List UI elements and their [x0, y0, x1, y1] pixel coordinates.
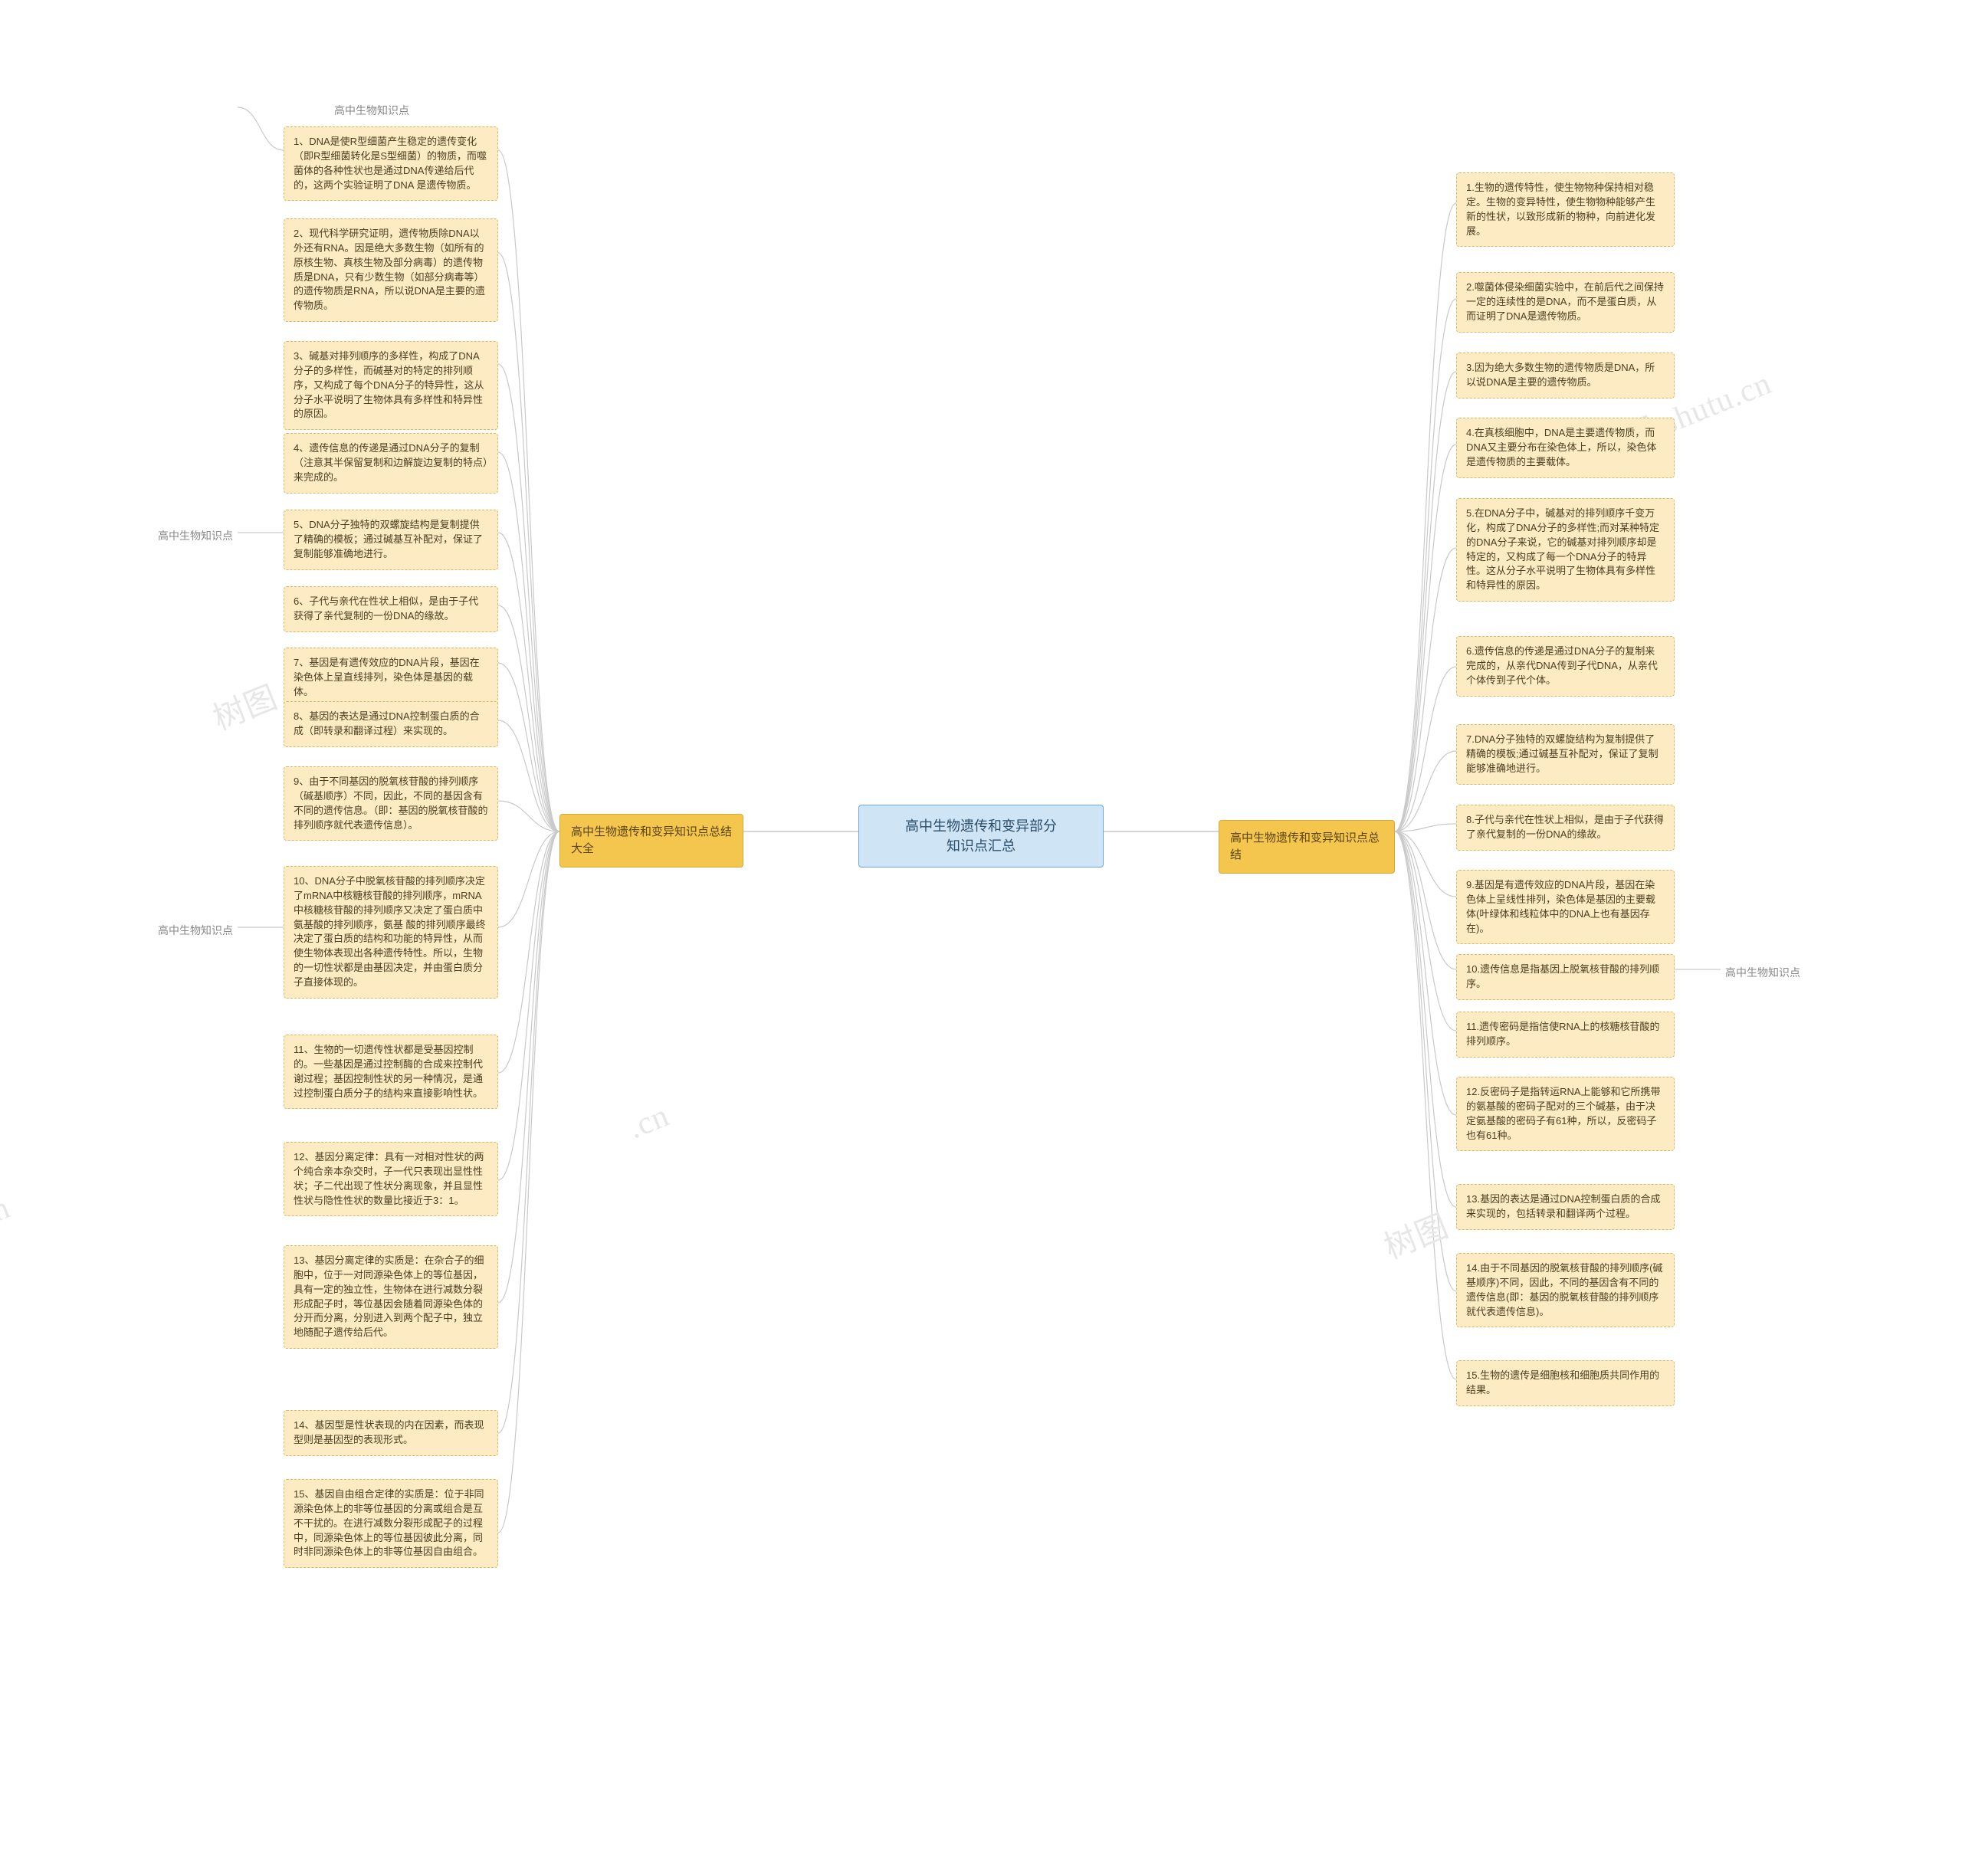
left-item[interactable]: 13、基因分离定律的实质是：在杂合子的细胞中，位于一对同源染色体上的等位基因，具… [284, 1245, 498, 1349]
left-item[interactable]: 11、生物的一切遗传性状都是受基因控制的。一些基因是通过控制酶的合成来控制代谢过… [284, 1035, 498, 1109]
left-item[interactable]: 3、碱基对排列顺序的多样性，构成了DNA分子的多样性，而碱基对的特定的排列顺序，… [284, 341, 498, 430]
right-item[interactable]: 7.DNA分子独特的双螺旋结构为复制提供了精确的模板;通过碱基互补配对，保证了复… [1456, 724, 1675, 785]
left-item[interactable]: 10、DNA分子中脱氧核苷酸的排列顺序决定了mRNA中核糖核苷酸的排列顺序，mR… [284, 866, 498, 999]
right-item[interactable]: 10.遗传信息是指基因上脱氧核苷酸的排列顺序。 [1456, 954, 1675, 1000]
left-tag-3: 高中生物知识点 [153, 920, 238, 941]
left-item[interactable]: 5、DNA分子独特的双螺旋结构是复制提供了精确的模板；通过碱基互补配对，保证了复… [284, 510, 498, 570]
center-title-line2: 知识点汇总 [873, 836, 1089, 856]
right-item[interactable]: 4.在真核细胞中，DNA是主要遗传物质，而DNA又主要分布在染色体上，所以，染色… [1456, 418, 1675, 478]
right-section[interactable]: 高中生物遗传和变异知识点总结 [1219, 820, 1395, 874]
watermark: .cn [0, 1189, 15, 1238]
left-item[interactable]: 14、基因型是性状表现的内在因素，而表现型则是基因型的表现形式。 [284, 1410, 498, 1456]
right-item[interactable]: 11.遗传密码是指信使RNA上的核糖核苷酸的排列顺序。 [1456, 1012, 1675, 1058]
left-item[interactable]: 12、基因分离定律：具有一对相对性状的两个纯合亲本杂交时，子一代只表现出显性性状… [284, 1142, 498, 1216]
right-tag: 高中生物知识点 [1721, 962, 1805, 983]
mindmap-canvas: 树图 shutu.cn .cn .cn 树图 shutu.cn 树图 shutu… [0, 0, 1962, 1876]
center-title-line1: 高中生物遗传和变异部分 [873, 816, 1089, 836]
right-item[interactable]: 5.在DNA分子中，碱基对的排列顺序千变万化，构成了DNA分子的多样性;而对某种… [1456, 498, 1675, 602]
right-item[interactable]: 9.基因是有遗传效应的DNA片段，基因在染色体上呈线性排列，染色体是基因的主要载… [1456, 870, 1675, 944]
left-item[interactable]: 2、现代科学研究证明，遗传物质除DNA以外还有RNA。因是绝大多数生物（如所有的… [284, 218, 498, 322]
left-item[interactable]: 1、DNA是使R型细菌产生稳定的遗传变化（即R型细菌转化是S型细菌）的物质，而噬… [284, 126, 498, 201]
right-item[interactable]: 12.反密码子是指转运RNA上能够和它所携带的氨基酸的密码子配对的三个碱基，由于… [1456, 1077, 1675, 1151]
right-item[interactable]: 6.遗传信息的传递是通过DNA分子的复制来完成的，从亲代DNA传到子代DNA，从… [1456, 636, 1675, 697]
right-item[interactable]: 1.生物的遗传特性，使生物物种保持相对稳定。生物的变异特性，使生物物种能够产生新… [1456, 172, 1675, 247]
left-item[interactable]: 8、基因的表达是通过DNA控制蛋白质的合成（即转录和翻译过程）来实现的。 [284, 701, 498, 747]
left-item[interactable]: 9、由于不同基因的脱氧核苷酸的排列顺序（碱基顺序）不同，因此，不同的基因含有不同… [284, 766, 498, 841]
right-item[interactable]: 3.因为绝大多数生物的遗传物质是DNA，所以说DNA是主要的遗传物质。 [1456, 353, 1675, 398]
left-item[interactable]: 7、基因是有遗传效应的DNA片段，基因在染色体上呈直线排列，染色体是基因的载体。 [284, 648, 498, 708]
left-tag-1: 高中生物知识点 [330, 100, 414, 121]
left-item[interactable]: 6、子代与亲代在性状上相似，是由于子代获得了亲代复制的一份DNA的缘故。 [284, 586, 498, 632]
center-node[interactable]: 高中生物遗传和变异部分 知识点汇总 [858, 805, 1104, 867]
watermark: .cn [623, 1097, 674, 1146]
left-tag-2: 高中生物知识点 [153, 525, 238, 546]
right-item[interactable]: 8.子代与亲代在性状上相似，是由于子代获得了亲代复制的一份DNA的缘故。 [1456, 805, 1675, 851]
right-item[interactable]: 2.噬菌体侵染细菌实验中，在前后代之间保持一定的连续性的是DNA，而不是蛋白质，… [1456, 272, 1675, 333]
right-item[interactable]: 15.生物的遗传是细胞核和细胞质共同作用的结果。 [1456, 1360, 1675, 1406]
right-item[interactable]: 13.基因的表达是通过DNA控制蛋白质的合成来实现的，包括转录和翻译两个过程。 [1456, 1184, 1675, 1230]
left-item[interactable]: 15、基因自由组合定律的实质是：位于非同源染色体上的非等位基因的分离或组合是互不… [284, 1479, 498, 1568]
right-item[interactable]: 14.由于不同基因的脱氧核苷酸的排列顺序(碱基顺序)不同，因此，不同的基因含有不… [1456, 1253, 1675, 1327]
left-section[interactable]: 高中生物遗传和变异知识点总结大全 [559, 814, 743, 867]
left-item[interactable]: 4、遗传信息的传递是通过DNA分子的复制（注意其半保留复制和边解旋边复制的特点）… [284, 433, 498, 494]
